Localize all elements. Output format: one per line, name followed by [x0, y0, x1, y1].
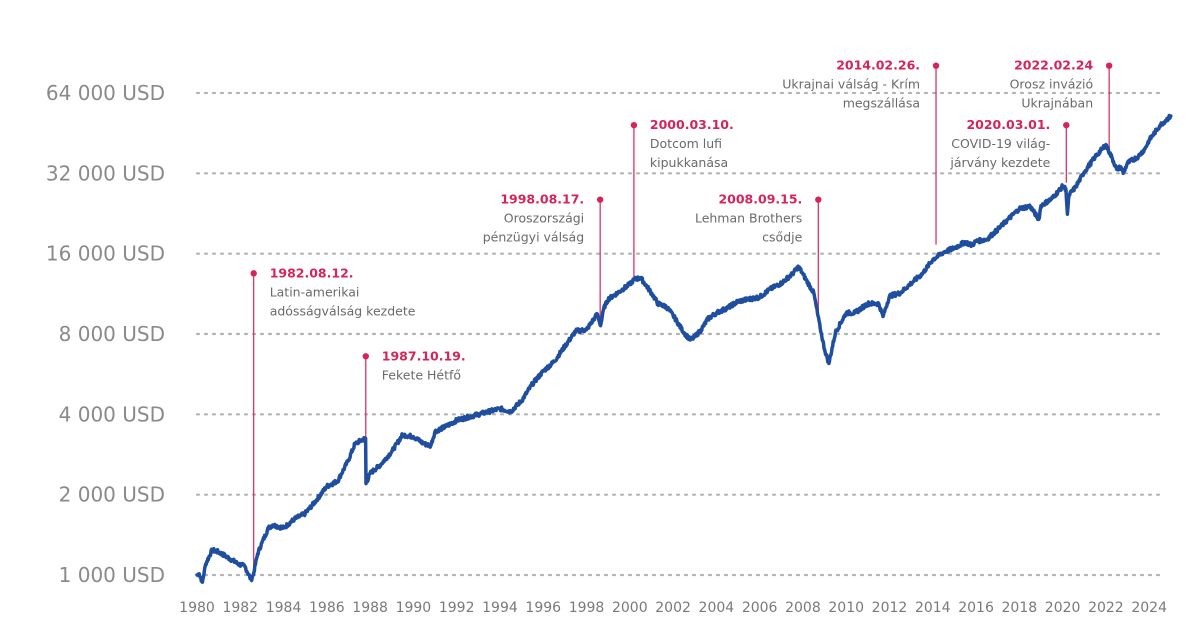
annotation-date: 1998.08.17. [500, 192, 584, 207]
annotation-marker [630, 121, 638, 129]
annotation-date: 1987.10.19. [382, 348, 466, 363]
x-tick-label: 1986 [309, 600, 345, 616]
annotation-marker [815, 196, 822, 203]
x-tick-label: 2008 [785, 600, 821, 616]
x-tick-label: 2014 [915, 600, 951, 616]
annotation-text: járvány kezdete [949, 155, 1050, 170]
annotation-text: Orosz invázió [1010, 77, 1094, 92]
x-tick-label: 1992 [439, 600, 475, 616]
index-series-line [195, 113, 1173, 584]
x-tick-label: 2006 [742, 600, 778, 616]
x-tick-label: 1990 [396, 600, 432, 616]
annotation-text: megszállása [843, 96, 920, 111]
annotation-marker [250, 270, 257, 277]
x-tick-label: 2012 [872, 600, 908, 616]
x-tick-label: 2002 [655, 600, 691, 616]
gridlines [195, 91, 1167, 577]
y-tick-label: 4 000 USD [59, 402, 165, 426]
x-tick-label: 1998 [569, 600, 605, 616]
x-axis-labels: 1980 1982 1984 1986 1988 1990 1992 1994 1996 1998… [179, 600, 1167, 616]
x-tick-label: 2016 [958, 600, 994, 616]
x-tick-label: 2004 [699, 600, 735, 616]
x-tick-label: 1980 [179, 600, 215, 616]
y-tick-label: 8 000 USD [59, 322, 165, 346]
x-tick-label: 2000 [612, 600, 648, 616]
y-axis-labels: 1 000 USD 2 000 USD 4 000 USD 8 000 USD 16 0… [46, 81, 165, 587]
x-tick-label: 2020 [1045, 600, 1081, 616]
annotation-labels: 1982.08.12. Latin-amerikai adósságválság k… [270, 58, 1094, 383]
annotation-date: 2000.03.10. [650, 117, 734, 132]
x-tick-label: 1994 [482, 600, 518, 616]
annotation-text: Lehman Brothers [695, 211, 802, 226]
annotation-text: Dotcom lufi [650, 136, 722, 151]
y-tick-label: 32 000 USD [46, 161, 165, 185]
x-tick-label: 1988 [352, 600, 388, 616]
x-tick-label: 2010 [828, 600, 864, 616]
annotation-date: 2020.03.01. [966, 117, 1050, 132]
annotation-text: csődje [762, 230, 802, 245]
annotation-marker [1063, 121, 1070, 129]
x-tick-label: 1984 [266, 600, 302, 616]
annotation-text: Fekete Hétfő [382, 367, 461, 382]
annotation-text: pénzügyi válság [483, 230, 584, 245]
annotation-marker [932, 62, 940, 69]
x-tick-label: 1996 [525, 600, 561, 616]
annotation-date: 1982.08.12. [270, 265, 354, 280]
annotation-text: Ukrajnában [1021, 96, 1093, 111]
annotation-lines [250, 62, 1113, 575]
annotation-text: COVID-19 világ- [951, 136, 1050, 151]
annotation-marker [1105, 62, 1113, 69]
annotation-text: Latin-amerikai [270, 284, 360, 299]
annotation-text: adósságválság kezdete [270, 303, 416, 318]
annotation-date: 2022.02.24 [1014, 58, 1093, 73]
y-tick-label: 16 000 USD [46, 242, 165, 266]
y-tick-label: 1 000 USD [59, 563, 165, 587]
annotation-marker [362, 353, 369, 360]
x-tick-label: 2024 [1131, 600, 1167, 616]
annotation-date: 2008.09.15. [718, 192, 802, 207]
annotation-text: Ukrajnai válság - Krím [782, 77, 920, 92]
annotation-marker [596, 196, 604, 203]
x-tick-label: 1982 [222, 600, 258, 616]
annotation-text: kipukkanása [650, 155, 728, 170]
y-tick-label: 64 000 USD [46, 81, 165, 105]
x-tick-label: 2022 [1088, 600, 1124, 616]
annotation-date: 2014.02.26. [836, 58, 920, 73]
annotation-text: Oroszországi [504, 211, 584, 226]
y-tick-label: 2 000 USD [59, 483, 165, 507]
x-tick-label: 2018 [1002, 600, 1038, 616]
